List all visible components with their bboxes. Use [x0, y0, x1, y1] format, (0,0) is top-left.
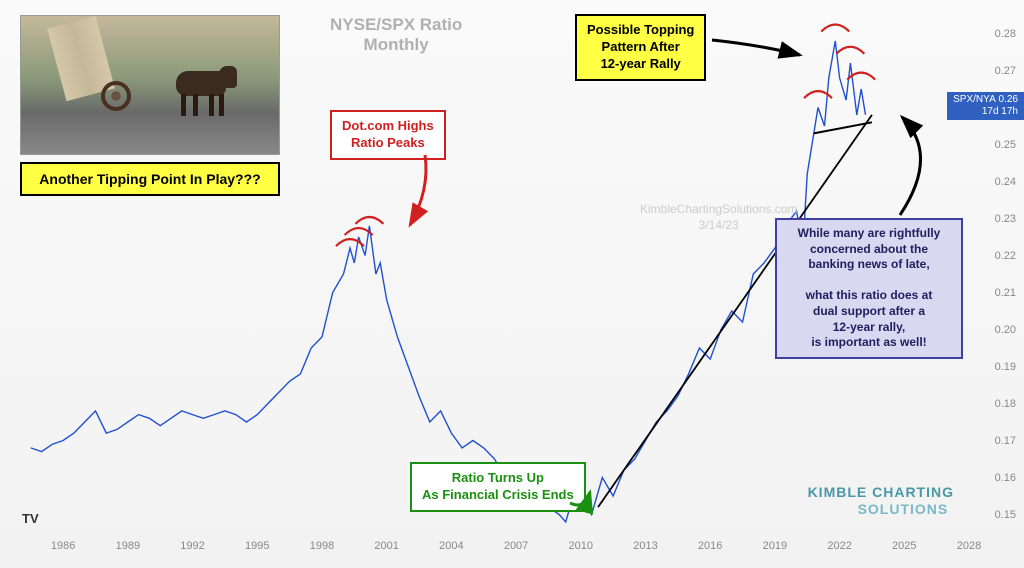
topping-arc — [355, 217, 383, 224]
chart-title: NYSE/SPX Ratio Monthly — [330, 15, 462, 56]
x-tick: 2019 — [763, 540, 787, 552]
callout-commentary: While many are rightfullyconcerned about… — [775, 218, 963, 359]
y-tick: 0.24 — [995, 176, 1016, 188]
y-tick: 0.17 — [995, 435, 1016, 447]
callout-crisis-text: Ratio Turns UpAs Financial Crisis Ends — [422, 470, 574, 502]
x-tick: 2007 — [504, 540, 528, 552]
tradingview-icon: TV — [22, 511, 39, 526]
donkey-icon — [161, 61, 241, 116]
callout-dotcom: Dot.com HighsRatio Peaks — [330, 110, 446, 160]
x-tick: 2010 — [569, 540, 593, 552]
callout-dotcom-text: Dot.com HighsRatio Peaks — [342, 118, 434, 150]
y-tick: 0.19 — [995, 361, 1016, 373]
y-tick: 0.28 — [995, 28, 1016, 40]
y-tick: 0.21 — [995, 287, 1016, 299]
x-tick: 2001 — [374, 540, 398, 552]
ticker-value: 0.26 — [999, 94, 1018, 105]
watermark-line1: KimbleChartingSolutions.com — [640, 202, 797, 216]
topping-arc — [836, 47, 864, 54]
ticker-symbol: SPX/NYA — [953, 94, 996, 105]
x-axis: 1986 1989 1992 1995 1998 2001 2004 2007 2010 2013… — [20, 540, 969, 560]
callout-tipping: Another Tipping Point In Play??? — [20, 162, 280, 196]
x-tick: 2004 — [439, 540, 463, 552]
y-tick: 0.22 — [995, 250, 1016, 262]
y-tick: 0.25 — [995, 139, 1016, 151]
x-tick: 2013 — [633, 540, 657, 552]
photo-inset — [20, 15, 280, 155]
watermark: KimbleChartingSolutions.com 3/14/23 — [640, 202, 797, 233]
callout-tipping-text: Another Tipping Point In Play??? — [39, 171, 260, 187]
x-tick: 1992 — [180, 540, 204, 552]
x-tick: 2028 — [957, 540, 981, 552]
ticker-time: 17d 17h — [982, 106, 1018, 117]
x-tick: 1998 — [310, 540, 334, 552]
x-tick: 2022 — [827, 540, 851, 552]
callout-commentary-text: While many are rightfullyconcerned about… — [798, 226, 941, 349]
watermark-line2: 3/14/23 — [699, 218, 739, 232]
y-tick: 0.27 — [995, 65, 1016, 77]
y-tick: 0.16 — [995, 472, 1016, 484]
logo-line1: KIMBLE CHARTING — [808, 484, 954, 500]
callout-topping-text: Possible ToppingPattern After12-year Ral… — [587, 22, 694, 71]
y-tick: 0.18 — [995, 398, 1016, 410]
chart-title-line1: NYSE/SPX Ratio — [330, 15, 462, 34]
topping-arc — [821, 25, 849, 32]
x-tick: 1995 — [245, 540, 269, 552]
y-tick: 0.20 — [995, 324, 1016, 336]
cart-wheel-icon — [101, 81, 131, 111]
callout-topping: Possible ToppingPattern After12-year Ral… — [575, 14, 706, 81]
x-tick: 1989 — [116, 540, 140, 552]
y-tick: 0.23 — [995, 213, 1016, 225]
chart-title-line2: Monthly — [364, 35, 429, 54]
brand-logo: KIMBLE CHARTING SOLUTIONS — [808, 484, 954, 518]
y-tick: 0.15 — [995, 509, 1016, 521]
x-tick: 1986 — [51, 540, 75, 552]
logo-line2: SOLUTIONS — [858, 501, 949, 517]
x-tick: 2025 — [892, 540, 916, 552]
callout-crisis: Ratio Turns UpAs Financial Crisis Ends — [410, 462, 586, 512]
ticker-badge: SPX/NYA 0.26 17d 17h — [947, 92, 1024, 120]
x-tick: 2016 — [698, 540, 722, 552]
